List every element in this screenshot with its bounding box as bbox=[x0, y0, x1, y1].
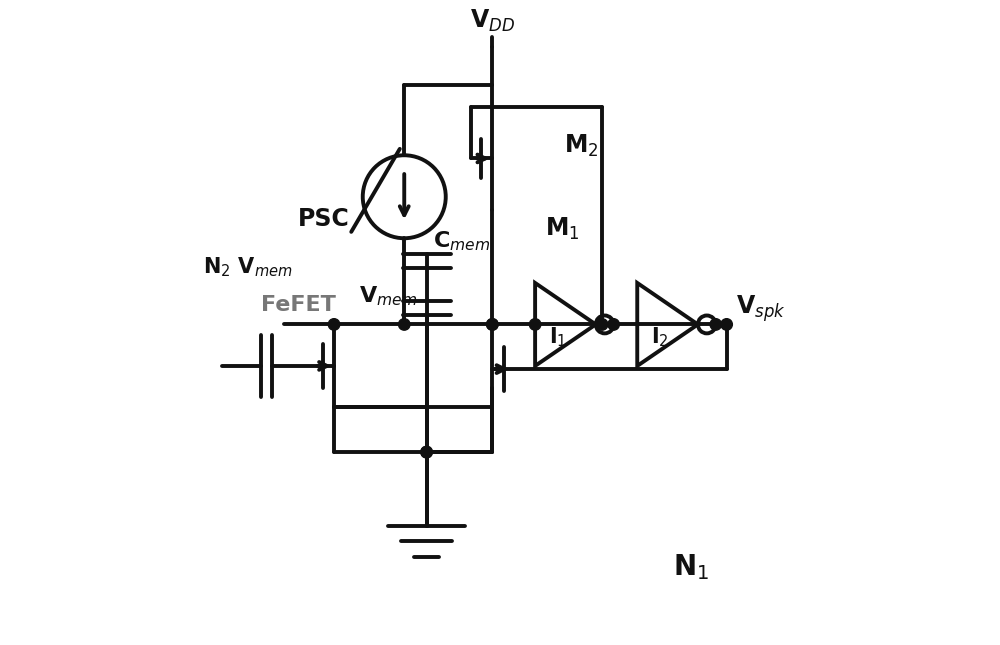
Text: I$_2$: I$_2$ bbox=[651, 325, 669, 349]
Text: FeFET: FeFET bbox=[261, 295, 336, 315]
Text: V$_{spk}$: V$_{spk}$ bbox=[736, 293, 786, 324]
Circle shape bbox=[608, 319, 619, 330]
Text: PSC: PSC bbox=[298, 207, 350, 231]
Text: M$_2$: M$_2$ bbox=[564, 133, 598, 159]
Circle shape bbox=[529, 319, 541, 330]
Text: V$_{DD}$: V$_{DD}$ bbox=[470, 8, 515, 34]
Text: M$_1$: M$_1$ bbox=[545, 215, 579, 242]
Circle shape bbox=[421, 446, 432, 458]
Circle shape bbox=[487, 319, 498, 330]
Text: N$_1$: N$_1$ bbox=[673, 552, 710, 582]
Circle shape bbox=[421, 446, 432, 458]
Circle shape bbox=[710, 319, 722, 330]
Circle shape bbox=[721, 319, 732, 330]
Text: C$_{mem}$: C$_{mem}$ bbox=[433, 230, 490, 253]
Text: V$_{mem}$: V$_{mem}$ bbox=[359, 285, 417, 308]
Text: N$_2$ V$_{mem}$: N$_2$ V$_{mem}$ bbox=[203, 255, 293, 279]
Text: I$_1$: I$_1$ bbox=[549, 325, 567, 349]
Circle shape bbox=[328, 319, 340, 330]
Circle shape bbox=[487, 319, 498, 330]
Circle shape bbox=[596, 319, 608, 330]
Circle shape bbox=[398, 319, 410, 330]
